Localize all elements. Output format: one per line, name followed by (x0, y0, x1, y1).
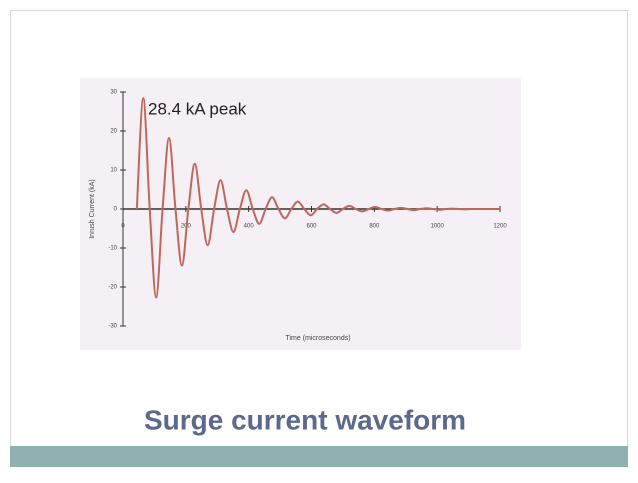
x-tick-label: 600 (306, 224, 317, 230)
y-tick-label: -20 (108, 285, 117, 291)
x-tick-label: 0 (121, 224, 125, 230)
x-tick-label: 1200 (493, 224, 507, 230)
y-tick-label: 10 (110, 168, 117, 174)
y-tick-label: 30 (110, 90, 117, 96)
x-tick-label: 400 (244, 224, 255, 230)
y-tick-label: -30 (108, 324, 117, 330)
x-axis-label: Time (microseconds) (285, 335, 350, 342)
waveform-line (135, 97, 501, 299)
y-tick-label: 20 (110, 129, 117, 135)
chart-area (80, 78, 521, 350)
y-tick-label: -10 (108, 246, 117, 252)
footer-bar (10, 446, 628, 467)
y-tick-label: 0 (114, 207, 118, 213)
y-axis-label: Inrush Current (kA) (89, 179, 96, 239)
x-tick-label: 800 (369, 224, 380, 230)
peak-annotation: 28.4 kA peak (148, 99, 247, 118)
x-tick-label: 1000 (430, 224, 444, 230)
slide-title: Surge current waveform (144, 404, 466, 435)
